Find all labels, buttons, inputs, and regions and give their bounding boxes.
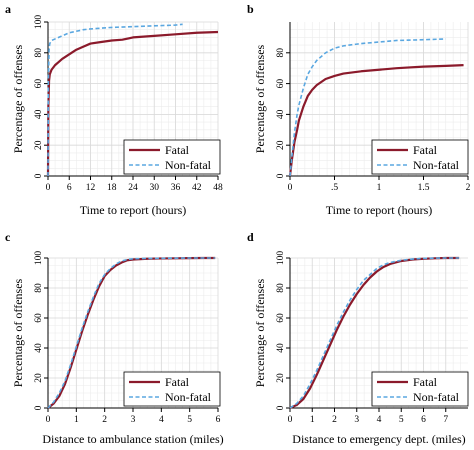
panel-a: 0 6 12 18 24 30 36 42 48 0 20 40 60 80 100 a Time to rep… xyxy=(5,2,223,217)
x-tick-label: 7 xyxy=(443,415,448,425)
x-tick-label: 3 xyxy=(354,415,359,425)
x-tick-label: 6 xyxy=(421,415,426,425)
x-axis-label: Time to report (hours) xyxy=(326,203,433,217)
x-tick-label: 3 xyxy=(131,415,136,425)
x-axis-label: Distance to ambulance station (miles) xyxy=(42,432,223,446)
y-tick-label: 80 xyxy=(276,283,286,293)
series-line-fatal xyxy=(46,30,219,177)
y-tick-label: 80 xyxy=(276,48,286,58)
y-axis-label: Percentage of offenses xyxy=(11,278,25,387)
x-tick-label: 42 xyxy=(192,183,202,193)
legend-label: Non-fatal xyxy=(165,158,212,172)
y-tick-label: 20 xyxy=(276,140,286,150)
y-tick-label: 0 xyxy=(34,173,44,178)
y-tick-label: 60 xyxy=(276,313,286,323)
series-line-non-fatal xyxy=(289,38,446,177)
x-tick-label: 1 xyxy=(377,183,382,193)
panel-d: 0 1 2 3 4 5 6 7 0 20 40 60 80 100 d Distance to emergen… xyxy=(247,230,469,446)
y-tick-label: 0 xyxy=(276,405,286,410)
y-axis-label: Percentage of offenses xyxy=(253,44,267,153)
x-tick-label: 2 xyxy=(102,415,107,425)
y-tick-label: 0 xyxy=(276,173,286,178)
legend-label: Fatal xyxy=(165,143,190,157)
y-tick-label: 80 xyxy=(34,283,44,293)
x-tick-label: 1.5 xyxy=(418,183,430,193)
panel-label: a xyxy=(5,2,11,16)
y-tick-label: 20 xyxy=(276,373,286,383)
legend-box xyxy=(123,371,221,407)
series-line-non-fatal xyxy=(47,23,183,177)
x-tick-label: 4 xyxy=(159,415,164,425)
y-tick-label: 100 xyxy=(276,251,286,266)
x-tick-label: 0 xyxy=(288,183,293,193)
x-tick-label: 1 xyxy=(74,415,79,425)
x-tick-label: 18 xyxy=(107,183,117,193)
x-tick-label: 4 xyxy=(377,415,382,425)
legend-label: Fatal xyxy=(413,143,438,157)
x-tick-label: 2 xyxy=(466,183,471,193)
x-tick-label: 0 xyxy=(288,415,293,425)
series-line-non-fatal xyxy=(47,257,216,409)
series-line-fatal xyxy=(288,64,464,177)
x-tick-label: 1 xyxy=(310,415,315,425)
series-line-non-fatal xyxy=(289,257,460,409)
x-tick-label: 36 xyxy=(171,183,181,193)
x-tick-label: 6 xyxy=(67,183,72,193)
x-tick-label: 48 xyxy=(213,183,223,193)
x-tick-label: 30 xyxy=(150,183,160,193)
y-tick-label: 60 xyxy=(34,79,44,89)
x-axis-label: Time to report (hours) xyxy=(80,203,187,217)
panel-label: d xyxy=(247,230,254,244)
y-tick-label: 80 xyxy=(34,48,44,58)
x-tick-label: .5 xyxy=(331,183,338,193)
y-axis-label: Percentage of offenses xyxy=(253,278,267,387)
y-tick-label: 40 xyxy=(34,343,44,353)
y-tick-label: 20 xyxy=(34,373,44,383)
legend-label: Fatal xyxy=(165,375,190,389)
panel-label: b xyxy=(247,2,254,16)
legend-label: Non-fatal xyxy=(165,390,212,404)
y-tick-label: 60 xyxy=(34,313,44,323)
y-tick-label: 40 xyxy=(34,109,44,119)
x-tick-label: 5 xyxy=(399,415,404,425)
x-tick-label: 5 xyxy=(187,415,192,425)
x-tick-label: 6 xyxy=(216,415,221,425)
y-axis-label: Percentage of offenses xyxy=(11,44,25,153)
y-tick-label: 40 xyxy=(276,109,286,119)
legend-box xyxy=(123,139,221,175)
x-tick-label: 24 xyxy=(128,183,138,193)
legend-label: Fatal xyxy=(413,375,438,389)
x-tick-label: 0 xyxy=(46,183,51,193)
x-tick-label: 0 xyxy=(46,415,51,425)
panel-label: c xyxy=(5,230,11,244)
legend-box xyxy=(371,139,469,175)
y-tick-label: 60 xyxy=(276,79,286,89)
x-tick-label: 2 xyxy=(332,415,337,425)
x-axis-label: Distance to emergency dept. (miles) xyxy=(292,432,465,446)
legend-label: Non-fatal xyxy=(413,158,460,172)
y-tick-label: 40 xyxy=(276,343,286,353)
x-tick-label: 12 xyxy=(86,183,96,193)
y-tick-label: 20 xyxy=(34,140,44,150)
legend-box xyxy=(371,371,469,407)
y-tick-label: 100 xyxy=(34,15,44,30)
legend-label: Non-fatal xyxy=(413,390,460,404)
y-tick-label: 0 xyxy=(34,405,44,410)
y-tick-label: 100 xyxy=(34,251,44,266)
